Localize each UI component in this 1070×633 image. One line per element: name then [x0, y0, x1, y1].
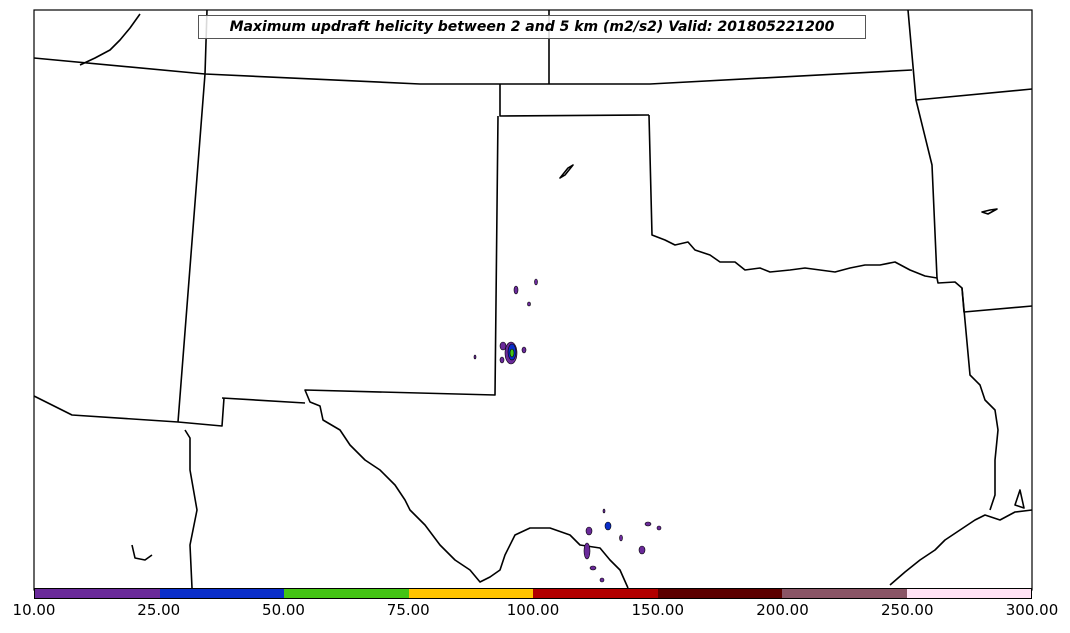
colorbar-tick-label: 50.00	[262, 601, 305, 619]
colorbar-tick-label: 200.00	[756, 601, 809, 619]
map-frame	[33, 9, 1033, 591]
contour-blob	[509, 348, 515, 358]
colorbar-segment	[408, 589, 533, 598]
colorbar-segment	[159, 589, 284, 598]
contour-blob	[473, 354, 477, 360]
colorbar-segment	[657, 589, 782, 598]
map-title: Maximum updraft helicity between 2 and 5…	[198, 15, 866, 39]
contour-blob	[499, 356, 505, 364]
colorbar-segment	[35, 589, 160, 598]
lake-north	[79, 13, 141, 66]
colorbar-tick-label: 75.00	[386, 601, 430, 619]
colorbar-segment	[906, 589, 1031, 598]
contour-blob	[499, 341, 507, 351]
state-boundary-arizona-new-mexico	[184, 429, 198, 589]
texas-outline	[304, 115, 629, 589]
contour-blob	[604, 521, 612, 531]
contour-blob	[602, 508, 606, 514]
colorbar-tick-label: 150.00	[631, 601, 685, 619]
new-mexico-west-line	[177, 397, 225, 427]
colorbar-tick-label: 250.00	[881, 601, 934, 619]
coastal-inlet	[1014, 489, 1025, 509]
oklahoma-red-river	[648, 114, 1033, 313]
helicity-contours	[473, 278, 662, 583]
colorbar-segment	[284, 589, 409, 598]
colorbar-tick-label: 100.00	[506, 601, 560, 619]
state-boundary-north	[33, 57, 913, 85]
gulf-coastline	[889, 509, 1033, 586]
contour-blob	[644, 521, 652, 527]
contour-blob	[619, 534, 623, 542]
lake-east	[981, 208, 998, 215]
texas-louisiana-boundary	[961, 287, 999, 511]
colorbar-segment	[782, 589, 907, 598]
state-boundary-oklahoma-panhandle	[499, 84, 650, 117]
colorbar-tick-label: 300.00	[1005, 601, 1059, 619]
contour-blob	[599, 577, 605, 583]
contour-blob	[513, 285, 519, 295]
lake-southwest	[131, 544, 153, 561]
contour-blob	[638, 545, 646, 555]
contour-blob	[583, 542, 591, 560]
lake-kansas	[559, 164, 574, 179]
new-mexico-south-boundary	[221, 397, 306, 404]
state-boundary-southwest	[33, 395, 179, 423]
contour-blob	[589, 565, 597, 571]
state-boundary-oklahoma-arkansas	[915, 99, 938, 279]
contour-blob	[656, 525, 662, 531]
colorbar	[34, 588, 1032, 599]
colorbar-tick-label: 25.00	[137, 601, 181, 619]
colorbar-tick-label: 10.00	[12, 601, 56, 619]
contour-blob	[585, 526, 593, 536]
contour-blob	[521, 346, 527, 354]
contour-blob	[527, 301, 531, 307]
colorbar-segment	[533, 589, 658, 598]
contour-blob	[534, 278, 538, 286]
